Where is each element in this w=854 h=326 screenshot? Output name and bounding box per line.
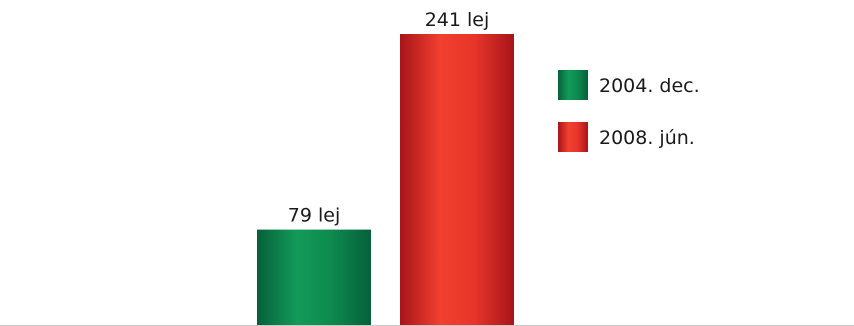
legend: 2004. dec. 2008. jún. — [558, 70, 700, 152]
data-label-2004-dec: 79 lej — [288, 205, 340, 227]
bar-2004-dec — [257, 229, 371, 325]
legend-swatch-2004-dec — [558, 70, 588, 100]
legend-swatch-2008-jun — [558, 122, 588, 152]
data-label-2008-jun: 241 lej — [425, 9, 490, 31]
legend-label-2008-jun: 2008. jún. — [599, 127, 695, 149]
legend-label-2004-dec: 2004. dec. — [599, 75, 700, 97]
bar-2008-jun — [400, 34, 514, 325]
